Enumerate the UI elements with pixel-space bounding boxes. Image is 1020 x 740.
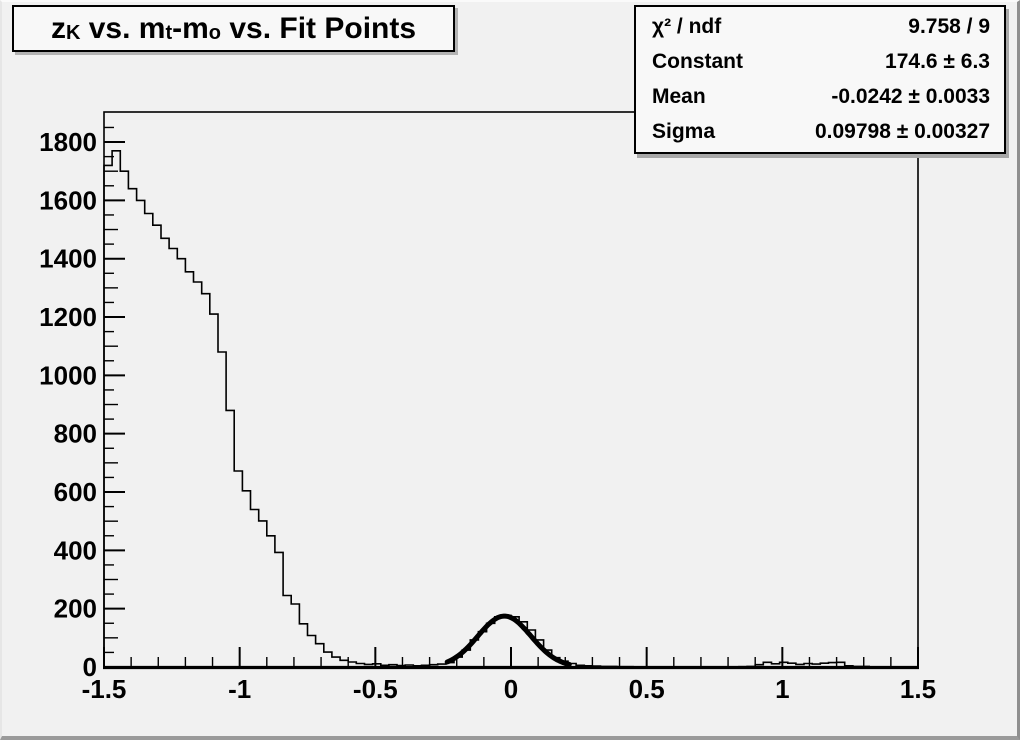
stat-row-mean: Mean -0.0242 ± 0.0033: [636, 85, 1004, 109]
y-tick-label: 1200: [39, 302, 97, 332]
stat-value: 9.758 / 9: [908, 15, 990, 39]
stat-row-constant: Constant 174.6 ± 6.3: [636, 50, 1004, 74]
fit-curve: [444, 613, 572, 667]
y-tick-label: 600: [54, 477, 97, 507]
stat-label: χ² / ndf: [652, 15, 722, 39]
x-tick-label: 0: [504, 674, 518, 704]
y-tick-label: 200: [54, 594, 97, 624]
x-tick-label: 1: [775, 674, 789, 704]
stat-row-sigma: Sigma 0.09798 ± 0.00327: [636, 120, 1004, 144]
x-axis: -1.5 -1 -0.5 0 0.5 1 1.5: [82, 647, 936, 704]
stat-label: Mean: [652, 84, 706, 108]
x-tick-label: -0.5: [353, 674, 398, 704]
x-tick-label: -1: [228, 674, 251, 704]
y-tick-label: 0: [83, 652, 97, 682]
y-tick-label: 1600: [39, 185, 97, 215]
stat-row-chi2: χ² / ndf 9.758 / 9: [636, 15, 1004, 39]
stat-label: Constant: [652, 50, 743, 74]
y-tick-label: 1000: [39, 360, 97, 390]
stat-value: 0.09798 ± 0.00327: [814, 119, 990, 143]
x-tick-label: 0.5: [629, 674, 665, 704]
histogram-line: [103, 150, 918, 668]
y-tick-label: 1400: [39, 244, 97, 274]
x-tick-label: -1.5: [82, 674, 127, 704]
y-tick-label: 800: [54, 419, 97, 449]
y-tick-label: 400: [54, 535, 97, 565]
y-tick-label: 1800: [39, 127, 97, 157]
y-axis: 0 200 400 600 800 1000 1200 1400 1600 1800: [39, 126, 125, 682]
x-tick-label: 1.5: [900, 674, 936, 704]
stat-value: -0.0242 ± 0.0033: [831, 84, 990, 108]
stats-box: χ² / ndf 9.758 / 9 Constant 174.6 ± 6.3 …: [634, 5, 1006, 154]
stat-value: 174.6 ± 6.3: [885, 50, 990, 74]
stat-label: Sigma: [652, 119, 716, 143]
